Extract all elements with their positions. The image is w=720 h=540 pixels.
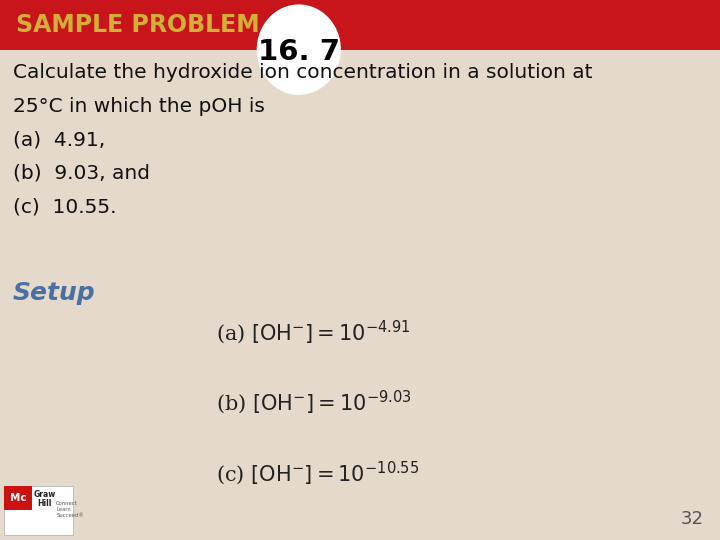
Text: Hill: Hill [37,499,52,508]
Text: 16. 7: 16. 7 [258,38,340,66]
Text: Mc: Mc [9,494,27,503]
FancyBboxPatch shape [0,0,720,50]
Ellipse shape [258,5,340,94]
Text: (b) $[\mathrm{OH}^{-}] = 10^{-9.03}$: (b) $[\mathrm{OH}^{-}] = 10^{-9.03}$ [216,389,412,416]
Text: Calculate the hydroxide ion concentration in a solution at: Calculate the hydroxide ion concentratio… [13,63,593,82]
Text: (c) $[\mathrm{OH}^{-}] = 10^{-10.55}$: (c) $[\mathrm{OH}^{-}] = 10^{-10.55}$ [216,459,419,487]
Text: 32: 32 [681,510,704,528]
FancyBboxPatch shape [4,486,32,510]
Text: (c)  10.55.: (c) 10.55. [13,197,117,216]
Text: SAMPLE PROBLEM: SAMPLE PROBLEM [16,13,259,37]
Text: Setup: Setup [13,281,96,305]
Text: Connect
Learn
Succeed®: Connect Learn Succeed® [56,502,84,518]
Text: (a) $[\mathrm{OH}^{-}] = 10^{-4.91}$: (a) $[\mathrm{OH}^{-}] = 10^{-4.91}$ [216,319,410,346]
Text: (a)  4.91,: (a) 4.91, [13,130,105,149]
Text: Graw: Graw [34,490,55,498]
Text: (b)  9.03, and: (b) 9.03, and [13,164,150,183]
Text: 25°C in which the pOH is: 25°C in which the pOH is [13,97,265,116]
FancyBboxPatch shape [4,486,73,535]
